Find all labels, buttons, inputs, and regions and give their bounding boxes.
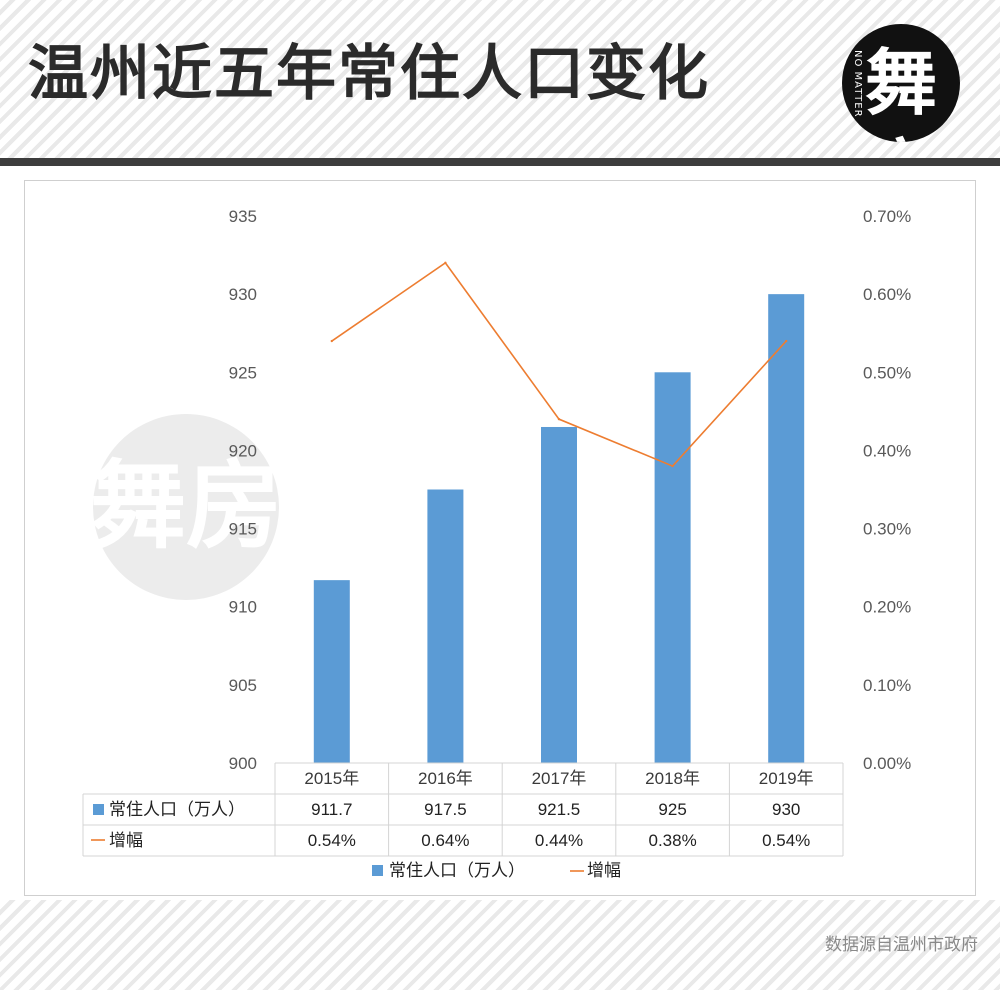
left-axis-tick-label: 910 [229, 598, 257, 617]
table-cell: 0.54% [308, 831, 356, 850]
left-axis-tick-label: 915 [229, 520, 257, 539]
x-axis-category-label: 2016年 [418, 769, 473, 788]
growth-point [671, 464, 674, 468]
left-axis-tick-label: 920 [229, 441, 257, 460]
chart: 舞房 900 905 910 915 920 925 930 935 0.00% 0.10% 0.… [82, 207, 911, 880]
watermark-logo: 舞房 [90, 414, 282, 600]
right-axis-tick-label: 0.50% [863, 363, 911, 382]
right-axis-tick-label: 0.20% [863, 598, 911, 617]
right-axis-tick-label: 0.10% [863, 676, 911, 695]
bar [768, 294, 805, 763]
left-axis-tick-label: 930 [229, 285, 257, 304]
table-cell: 925 [658, 800, 686, 819]
right-axis-tick-label: 0.30% [863, 520, 911, 539]
bar [541, 426, 577, 763]
table-cell: 0.64% [421, 831, 469, 850]
logo-side-text: NO MATTER [852, 50, 863, 118]
legend-label: 增幅 [587, 861, 621, 880]
growth-point [557, 417, 561, 421]
table-cell: 917.5 [424, 800, 467, 819]
table-cell: 921.5 [538, 800, 581, 819]
table-cell: 0.38% [648, 831, 696, 850]
growth-point [785, 339, 788, 343]
table-bar-swatch [93, 804, 104, 815]
left-axis-tick-label: 925 [229, 363, 257, 382]
watermark-glyph: 舞房 [90, 449, 282, 562]
source-note: 数据源自温州市政府 [825, 935, 978, 955]
table-row-label: 常住人口（万人） [109, 800, 245, 819]
x-axis-category-label: 2017年 [532, 769, 587, 788]
page-title: 温州近五年常住人口变化 [28, 39, 710, 109]
right-axis-tick-label: 0.00% [863, 754, 911, 773]
x-axis-category-label: 2019年 [759, 769, 814, 788]
legend-label: 常住人口（万人） [389, 861, 525, 880]
header-divider [0, 158, 1000, 166]
right-axis-tick-label: 0.60% [863, 285, 911, 304]
logo-glyph: 舞房 [864, 40, 937, 142]
table-cell: 0.54% [762, 831, 810, 850]
table-cell: 911.7 [311, 800, 352, 819]
legend-bar-swatch [372, 865, 383, 876]
left-axis-tick-label: 905 [229, 676, 257, 695]
brand-logo: 舞房 NO MATTER [842, 24, 960, 142]
right-axis-tick-label: 0.70% [863, 207, 911, 226]
left-axis-tick-label: 900 [229, 754, 257, 773]
table-row-label: 增幅 [109, 831, 143, 850]
header-background [0, 0, 1000, 158]
chart-panel: 舞房 900 905 910 915 920 925 930 935 0.00% 0.10% 0.… [24, 180, 976, 896]
footer-background [0, 900, 1000, 990]
table-cell: 930 [772, 800, 800, 819]
x-axis-category-label: 2015年 [304, 769, 359, 788]
bar [313, 580, 350, 763]
growth-point [330, 339, 333, 343]
left-axis-tick-label: 935 [229, 207, 257, 226]
right-axis-tick-label: 0.40% [863, 441, 911, 460]
growth-point [444, 261, 447, 265]
bar [654, 372, 691, 763]
x-axis-category-label: 2018年 [645, 769, 700, 788]
bar [427, 489, 464, 763]
table-cell: 0.44% [535, 831, 583, 850]
